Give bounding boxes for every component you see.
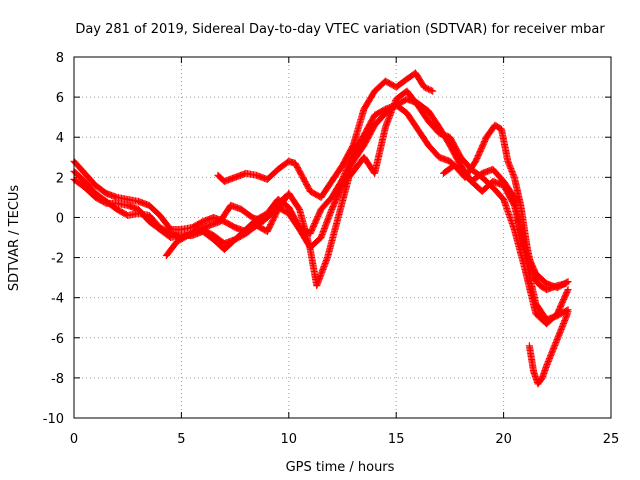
- series-trace-g: [525, 308, 572, 388]
- y-tick-label: 6: [56, 91, 64, 106]
- y-tick-labels: -10 -8 -6 -4 -2 0 2 4 6 8: [43, 51, 64, 427]
- data-point: [563, 287, 571, 295]
- y-tick-label: 8: [56, 51, 64, 66]
- x-tick-label: 20: [495, 432, 512, 447]
- series-trace-d: [214, 69, 437, 201]
- data-point: [429, 87, 437, 95]
- data-point: [281, 193, 289, 201]
- y-tick-label: -8: [51, 372, 64, 387]
- series-trace-f: [439, 121, 570, 294]
- plot-frame: [73, 56, 612, 419]
- x-axis-title: GPS time / hours: [286, 460, 395, 475]
- x-tick-labels: 0 5 10 15 20 25: [70, 432, 619, 447]
- data-point: [564, 308, 572, 316]
- chart-title: Day 281 of 2019, Sidereal Day-to-day VTE…: [75, 22, 605, 37]
- x-tick-label: 0: [70, 432, 78, 447]
- y-axis-title: SDTVAR / TECUs: [7, 185, 22, 292]
- data-point: [564, 286, 572, 294]
- data-point: [280, 194, 288, 202]
- x-tick-label: 15: [388, 432, 405, 447]
- y-tick-label: 4: [56, 131, 64, 146]
- y-tick-label: 2: [56, 171, 64, 186]
- data-points: [70, 69, 572, 388]
- y-tick-label: -2: [51, 252, 64, 267]
- data-point: [562, 280, 570, 288]
- x-tick-label: 5: [177, 432, 185, 447]
- series-trace-e: [162, 193, 289, 260]
- series-trace-c: [70, 95, 572, 324]
- x-tick-label: 25: [603, 432, 620, 447]
- y-tick-label: 0: [56, 211, 64, 226]
- y-tick-label: -4: [51, 292, 64, 307]
- y-tick-label: -10: [43, 412, 64, 427]
- data-point: [427, 86, 435, 94]
- y-tick-label: -6: [51, 332, 64, 347]
- x-tick-label: 10: [281, 432, 298, 447]
